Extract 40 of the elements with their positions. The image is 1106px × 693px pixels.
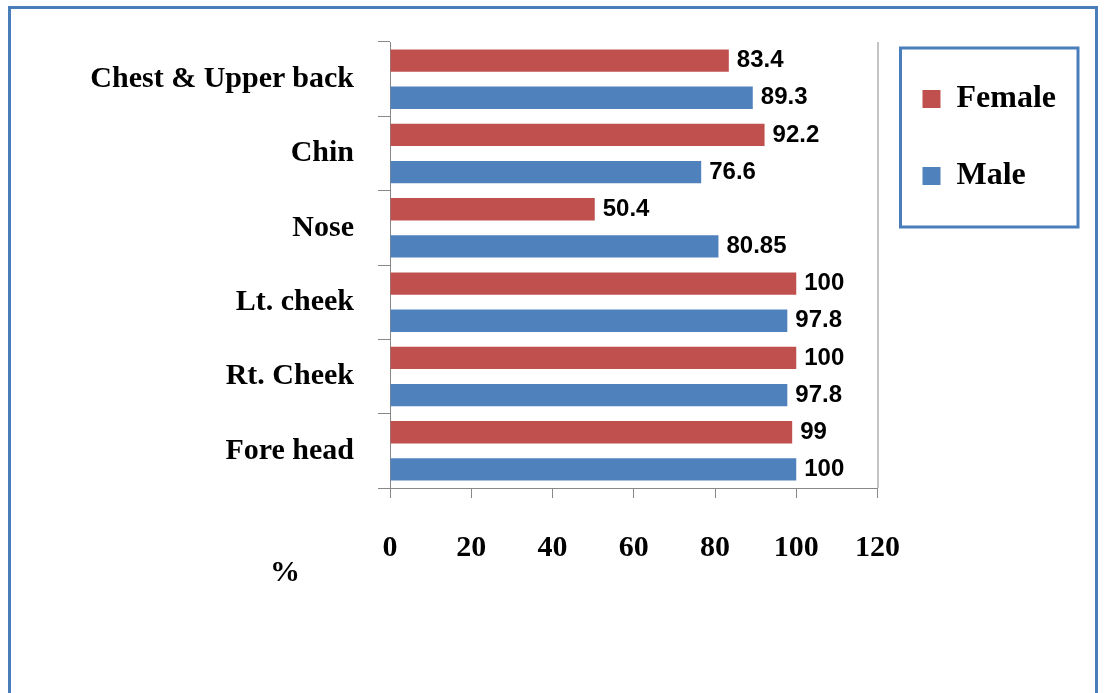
y-tick-label: Rt. Cheek <box>225 357 355 391</box>
bar <box>390 421 793 444</box>
data-label: 99 <box>800 416 827 444</box>
x-tick-label: 100 <box>773 528 819 562</box>
legend-label: Male <box>956 155 1026 192</box>
y-tick-label: Fore head <box>225 431 355 465</box>
x-tick-label: 80 <box>700 528 730 562</box>
bar <box>390 160 702 184</box>
y-tick-label: Chin <box>290 134 355 168</box>
bar <box>390 86 753 109</box>
data-label: 100 <box>804 454 845 482</box>
bar <box>390 198 595 221</box>
data-label: 76.6 <box>709 156 756 184</box>
data-label: 97.8 <box>795 305 843 333</box>
data-label: 97.8 <box>795 379 843 407</box>
y-tick-label: Lt. cheek <box>235 282 355 316</box>
legend-label: Female <box>956 78 1056 115</box>
bar <box>390 346 797 370</box>
y-tick-label: Nose <box>292 208 354 242</box>
data-label: 89.3 <box>760 82 808 110</box>
bar <box>390 458 797 481</box>
bar <box>390 235 719 258</box>
data-label: 92.2 <box>772 119 820 147</box>
x-tick-label: 120 <box>855 528 900 562</box>
x-tick-label: 20 <box>456 528 487 562</box>
bar <box>390 49 729 72</box>
bar <box>390 383 788 407</box>
x-axis-title: % <box>270 553 300 587</box>
x-tick-label: 60 <box>618 528 649 562</box>
data-label: 100 <box>804 342 845 370</box>
data-label: 50.4 <box>602 193 651 221</box>
data-label: 83.4 <box>736 45 785 73</box>
bar <box>390 272 797 295</box>
bar <box>390 123 765 147</box>
y-tick-label: Chest & Upper back <box>90 59 355 93</box>
bar <box>390 309 788 332</box>
x-tick-label: 40 <box>537 528 568 562</box>
x-tick-label: 0 <box>382 528 398 562</box>
data-label: 80.85 <box>726 231 787 259</box>
data-label: 100 <box>804 268 845 296</box>
